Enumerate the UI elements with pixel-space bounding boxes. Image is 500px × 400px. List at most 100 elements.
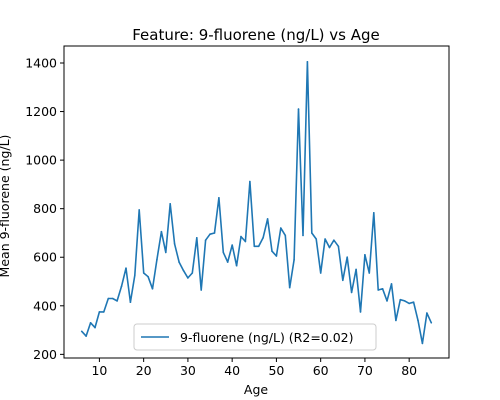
data-point	[213, 232, 216, 234]
y-tick-label: 1000	[25, 153, 57, 168]
y-tick-label: 1400	[25, 55, 57, 70]
data-point	[319, 272, 322, 274]
data-point	[315, 238, 318, 240]
data-point	[235, 264, 238, 267]
x-tick-label: 20	[136, 363, 152, 378]
data-point	[311, 232, 313, 234]
data-point	[386, 300, 388, 302]
data-point	[288, 286, 291, 289]
data-point	[373, 212, 375, 214]
data-point	[98, 311, 101, 313]
data-point	[182, 269, 185, 272]
data-point	[191, 272, 194, 274]
y-tick-label: 200	[33, 347, 57, 362]
data-point	[142, 272, 145, 274]
data-point	[293, 258, 295, 261]
data-point	[355, 268, 357, 271]
data-point	[271, 250, 273, 252]
plot-area	[63, 45, 450, 359]
x-tick-label: 40	[224, 363, 240, 378]
data-point	[381, 288, 384, 290]
data-point	[204, 239, 207, 241]
data-point	[89, 322, 92, 324]
y-axis: 200 400 600 800 1000 1200 1400	[25, 55, 64, 362]
data-point	[430, 322, 433, 324]
data-point	[103, 311, 105, 313]
data-point	[116, 300, 118, 302]
series-line	[81, 60, 433, 345]
y-axis-label: Mean 9-fluorene (ng/L)	[0, 135, 12, 278]
data-point	[138, 209, 140, 211]
data-point	[266, 218, 269, 220]
data-point	[306, 61, 309, 63]
data-point	[275, 255, 278, 257]
data-point	[165, 251, 167, 254]
x-tick-label: 80	[401, 363, 417, 378]
data-point	[147, 275, 149, 278]
data-point	[377, 289, 380, 291]
plot-frame	[63, 45, 450, 359]
chart-title: Feature: 9-fluorene (ng/L) vs Age	[132, 26, 380, 44]
data-point	[209, 233, 211, 235]
x-tick-label: 30	[180, 363, 196, 378]
data-point	[342, 279, 344, 282]
data-point	[249, 180, 251, 183]
data-point	[156, 258, 158, 261]
data-point	[302, 234, 304, 237]
data-point	[125, 267, 127, 270]
data-point	[94, 326, 96, 329]
data-point	[359, 311, 362, 313]
x-tick-label: 50	[268, 363, 284, 378]
data-point	[231, 244, 233, 246]
data-point	[412, 301, 415, 304]
x-tick-label: 10	[91, 363, 107, 378]
data-point	[187, 277, 189, 279]
data-point	[80, 330, 83, 333]
data-point	[350, 291, 353, 294]
data-point	[196, 237, 198, 239]
data-point	[160, 230, 163, 233]
data-point	[328, 246, 331, 249]
data-point	[151, 288, 154, 290]
data-point	[200, 289, 202, 291]
data-point	[257, 245, 260, 248]
y-tick-label: 800	[33, 201, 57, 216]
data-point	[395, 319, 397, 322]
legend-label: 9-fluorene (ng/L) (R2=0.02)	[180, 330, 354, 345]
data-point	[280, 227, 282, 229]
y-tick-label: 600	[33, 250, 57, 265]
y-tick-label: 1200	[25, 104, 57, 119]
data-point	[390, 283, 393, 285]
data-point	[85, 335, 87, 337]
x-axis-label: Age	[244, 382, 268, 397]
data-point	[178, 261, 180, 263]
data-point	[107, 297, 110, 300]
data-point	[218, 197, 220, 199]
y-tick-label: 400	[33, 298, 57, 313]
data-point	[240, 235, 242, 238]
x-tick-label: 70	[357, 363, 373, 378]
data-point	[129, 301, 132, 304]
data-point	[226, 261, 229, 263]
data-point	[173, 243, 176, 245]
data-point	[426, 312, 428, 314]
data-point	[399, 298, 402, 301]
data-point	[222, 251, 225, 254]
data-point	[253, 245, 256, 248]
data-point	[421, 342, 424, 345]
data-point	[403, 300, 406, 302]
data-point	[368, 272, 371, 274]
data-point	[134, 274, 136, 277]
data-point	[324, 238, 326, 240]
data-point	[346, 256, 349, 259]
data-point	[364, 254, 366, 256]
data-point	[297, 108, 300, 110]
data-point	[120, 285, 123, 288]
data-point	[244, 240, 247, 243]
legend-frame	[133, 323, 377, 351]
data-point	[417, 319, 419, 322]
legend: 9-fluorene (ng/L) (R2=0.02)	[133, 323, 377, 351]
data-point	[337, 245, 340, 248]
